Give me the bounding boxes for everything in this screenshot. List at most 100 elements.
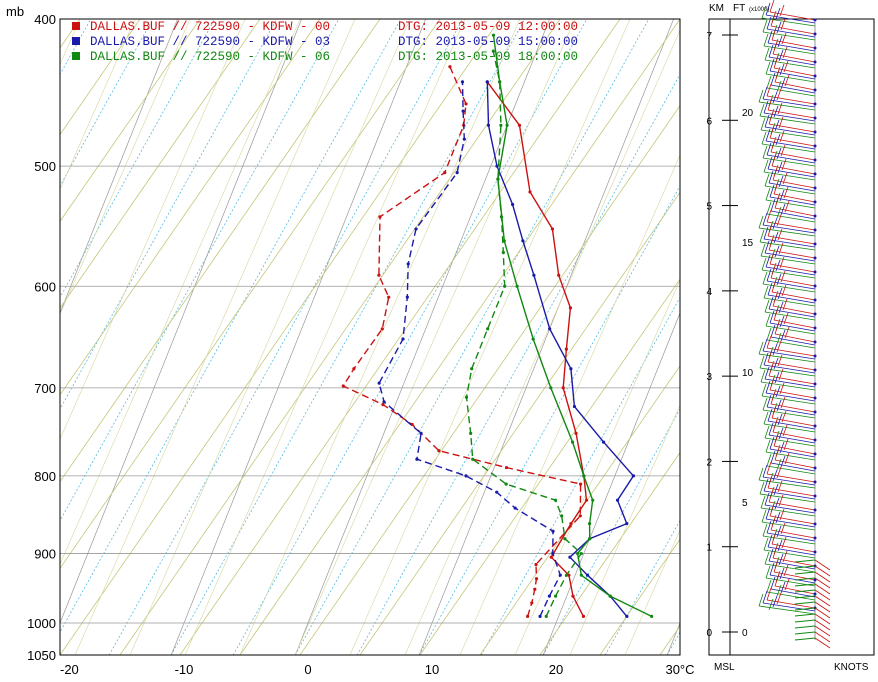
wind-barb-flag: [771, 405, 777, 419]
wind-barb-point: [813, 466, 817, 470]
wind-barb-flag: [780, 144, 786, 157]
wind-barb-flag: [759, 229, 765, 243]
wind-barb-point: [813, 116, 817, 120]
wind-barb-flag: [776, 458, 782, 471]
wind-barb-flag: [770, 576, 776, 590]
wind-barb-flag: [784, 74, 790, 87]
wind-barb-flag: [764, 47, 770, 61]
wind-barb-flag: [762, 271, 768, 285]
dewpoint-point: [377, 381, 381, 385]
wind-barb-flag: [766, 453, 772, 467]
dry-adiabat-line: [60, 19, 441, 569]
wind-barb-flag: [761, 131, 767, 145]
wind-barb-flag: [770, 517, 776, 531]
wind-barb: [770, 25, 816, 35]
km-tick-label: 0: [706, 628, 712, 639]
wind-barb: [770, 151, 816, 161]
dry-adiabat-line: [599, 538, 680, 655]
wind-barb-point: [813, 340, 817, 344]
km-tick-label: 3: [706, 372, 712, 383]
ft-tick-label: 0: [742, 628, 748, 639]
wind-barb-flag: [780, 329, 786, 342]
wind-barb-flag: [764, 492, 770, 506]
dewpoint-point: [437, 449, 441, 453]
dewpoint-point: [551, 551, 555, 556]
temperature-point: [581, 614, 586, 618]
wind-barb-point: [813, 326, 817, 330]
dewpoint-point: [504, 466, 509, 470]
wind-barb-flag: [768, 44, 774, 58]
wind-barb-flag: [782, 298, 788, 311]
wind-barb: [759, 493, 816, 503]
wind-barb-flag: [774, 69, 780, 83]
legend-series-name: DALLAS.BUF // 722590 - KDFW - 06: [90, 50, 330, 64]
temperature-tick-label: -20: [60, 662, 79, 677]
temperature-point: [495, 164, 499, 168]
wind-barb-flag: [764, 299, 770, 313]
wind-barb: [766, 465, 816, 475]
temperature-point: [569, 521, 573, 526]
wind-barb: [762, 224, 816, 234]
wind-barb: [771, 291, 816, 301]
wind-barb-flag: [768, 363, 774, 377]
temperature-point: [625, 614, 629, 618]
moist-adiabat-line: [569, 404, 680, 655]
wind-barb: [760, 381, 816, 391]
wind-barb: [774, 333, 816, 343]
wind-barb-flag: [781, 158, 787, 171]
dewpoint-point: [538, 614, 542, 618]
wind-barb: [770, 462, 816, 472]
wind-barb-flag: [773, 433, 779, 447]
wind-barb: [766, 87, 816, 97]
dewpoint-point: [553, 498, 558, 502]
wind-barb-flag: [769, 377, 775, 391]
wind-barb-flag: [766, 83, 772, 97]
wind-barb-point: [813, 60, 817, 64]
wind-barb-flag: [776, 206, 782, 219]
wind-barb: [759, 241, 816, 251]
temperature-point: [521, 239, 525, 243]
wind-barb-flag: [767, 349, 773, 363]
wind-barb-point: [813, 592, 817, 596]
dewpoint-point: [513, 506, 517, 510]
wind-barb: [772, 557, 816, 567]
dry-adiabat-line: [179, 19, 621, 655]
temperature-point: [584, 498, 589, 502]
wind-barb-flag: [764, 551, 770, 565]
wind-barb: [814, 559, 831, 571]
wind-barb-flag: [780, 455, 786, 468]
dewpoint-point: [533, 587, 537, 591]
wind-barb-flag: [760, 495, 766, 509]
wind-barb: [761, 269, 816, 279]
wind-barb-flag: [766, 461, 772, 475]
wind-barb-flag: [768, 296, 774, 310]
wind-barb-flag: [784, 200, 790, 213]
wind-barb: [794, 631, 816, 635]
wind-barb-flag: [784, 578, 790, 591]
wind-barb-flag: [776, 466, 782, 479]
wind-barb-flag: [763, 159, 769, 173]
mixing-ratio-line: [542, 408, 680, 655]
temperature-point: [502, 239, 506, 243]
wind-barb-point: [813, 18, 817, 22]
dewpoint-point: [579, 551, 583, 556]
wind-barb-flag: [779, 567, 785, 580]
wind-barb-flag: [776, 332, 782, 345]
wind-barb-flag: [772, 545, 778, 559]
dewpoint-point: [578, 482, 583, 486]
dewpoint-point: [462, 137, 466, 141]
wind-barb: [814, 637, 831, 649]
wind-barb-flag: [766, 335, 772, 349]
wind-barb-flag: [763, 478, 769, 492]
temperature-point: [625, 521, 629, 526]
wind-barb: [773, 445, 816, 455]
wind-barb-flag: [777, 228, 783, 241]
temperature-profile-0: [486, 81, 588, 617]
wind-barb-flag: [775, 133, 781, 146]
wind-barb: [760, 129, 816, 139]
wind-barb-flag: [761, 509, 767, 523]
temperature-point: [528, 190, 532, 194]
dewpoint-point: [464, 474, 468, 478]
pressure-tick-label: 1000: [27, 616, 56, 631]
wind-barb: [761, 17, 816, 27]
